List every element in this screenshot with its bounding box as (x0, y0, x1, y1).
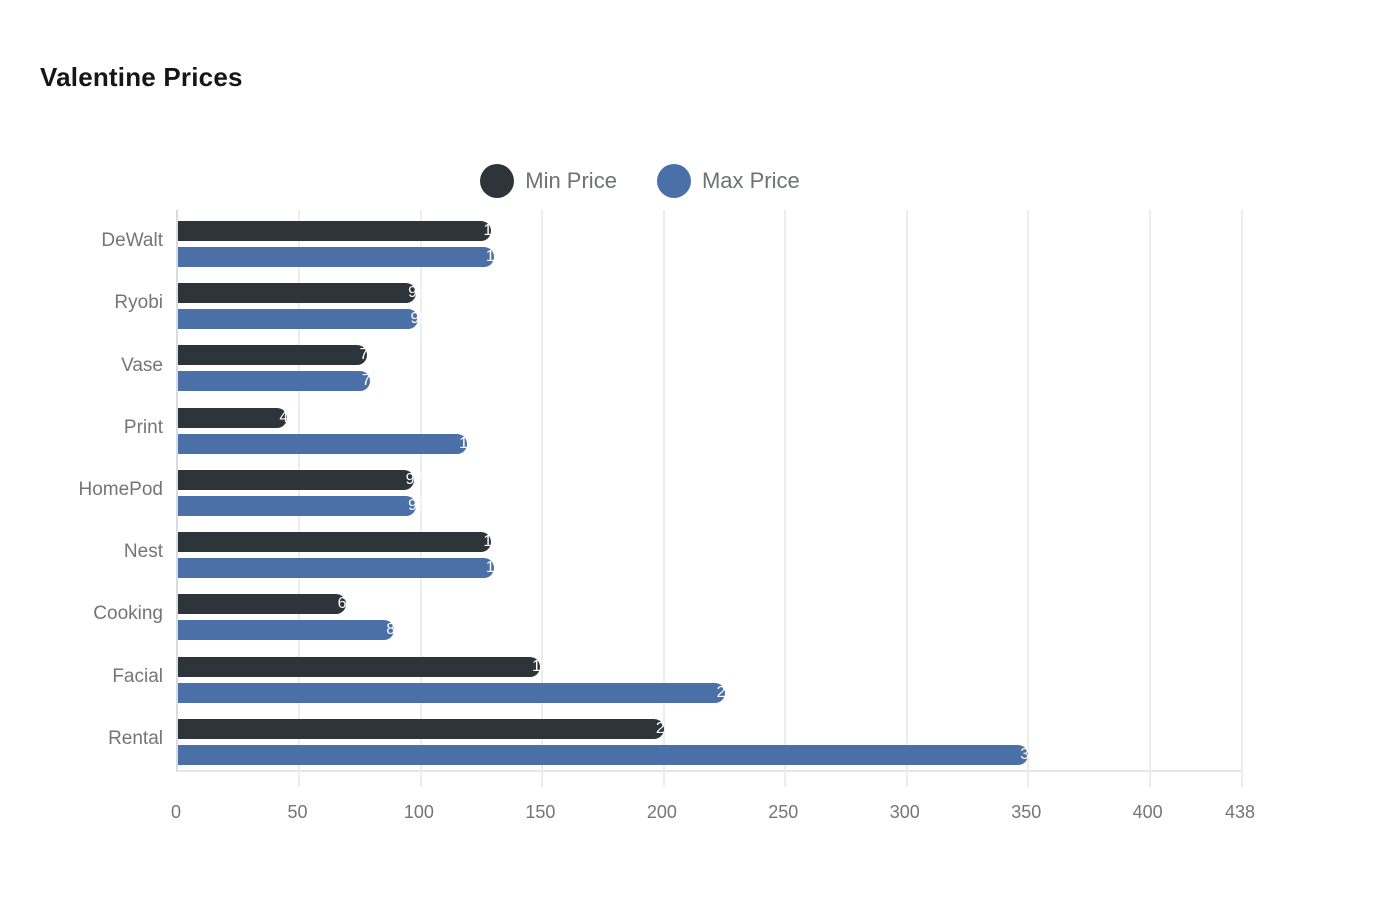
gridline-x-350 (1027, 210, 1030, 787)
bar-value-label: 99 (410, 310, 429, 328)
y-axis-label-facial: Facial (112, 665, 163, 687)
min-price-bar-print: 45 (178, 407, 297, 428)
plot-area: 129 130 98 99 78 79 45 119 97 98 129 130 69 89 149 225 2… (176, 210, 1243, 787)
bar-row-rental: 200 350 (178, 708, 1242, 770)
max-price-bar-print: 119 (178, 433, 485, 454)
min-price-bar-cooking: 69 (178, 594, 355, 615)
max-price-bar-homepod: 98 (178, 495, 426, 516)
x-axis-labels: 0 50 100 150 200 250 300 350 400 438 (171, 802, 1255, 828)
max-price-bar-facial: 225 (178, 682, 743, 703)
y-axis-label-cooking: Cooking (93, 603, 163, 625)
y-axis-label-print: Print (123, 416, 163, 438)
bar-value-label: 89 (386, 621, 404, 639)
y-axis-label-rental: Rental (108, 727, 163, 749)
x-axis-tick-50: 50 (287, 802, 308, 822)
bar-value-label: 225 (716, 683, 744, 701)
max-price-bar-rental: 350 (178, 744, 1047, 765)
bar-row-vase: 78 79 (178, 334, 1242, 396)
x-axis-tick-250: 250 (768, 802, 799, 822)
bar-value-label: 129 (483, 222, 511, 239)
max-price-bar-nest: 130 (178, 558, 513, 579)
legend-swatch-icon (656, 164, 691, 198)
legend: Min Price Max Price (0, 161, 1280, 201)
y-axis-labels: DeWalt Ryobi Vase Print HomePod Nest Cooking Fa… (0, 210, 164, 770)
bar-row-print: 45 119 (178, 397, 1242, 459)
bar-row-cooking: 69 89 (178, 583, 1242, 645)
y-axis-label-vase: Vase (121, 354, 163, 376)
bar-value-label: 69 (337, 595, 356, 613)
bar-value-label: 79 (361, 372, 380, 390)
gridline-x-150 (541, 210, 544, 787)
min-price-bar-ryobi: 98 (178, 283, 426, 304)
y-axis-label-homepod: HomePod (78, 478, 164, 500)
bar-value-label: 119 (459, 434, 485, 452)
bar-value-label: 200 (655, 719, 683, 737)
x-axis-tick-400: 400 (1132, 802, 1163, 822)
legend-swatch-icon (480, 164, 515, 198)
x-axis-tick-200: 200 (646, 802, 677, 822)
y-axis-label-nest: Nest (123, 541, 163, 563)
gridline-x-200 (662, 210, 665, 787)
gridline-x-100 (419, 210, 422, 787)
min-price-bar-facial: 149 (178, 656, 559, 677)
gridline-x-438 (1241, 210, 1243, 787)
bar-row-dewalt: 129 130 (178, 210, 1242, 272)
legend-item-max-price[interactable]: Max Price (656, 164, 800, 198)
bar-value-label: 78 (359, 346, 378, 364)
gridline-x-250 (784, 210, 787, 787)
bar-row-facial: 149 225 (178, 646, 1242, 708)
bar-value-label: 129 (483, 533, 511, 551)
bar-value-label: 45 (279, 408, 298, 426)
bar-row-ryobi: 98 99 (178, 272, 1242, 334)
min-price-bar-rental: 200 (178, 718, 683, 739)
legend-label: Min Price (525, 168, 617, 193)
x-axis-tick-100: 100 (403, 802, 434, 822)
x-axis-tick-300: 300 (889, 802, 920, 822)
min-price-bar-vase: 78 (178, 345, 377, 366)
legend-label: Max Price (701, 168, 800, 193)
max-price-bar-dewalt: 130 (178, 247, 513, 267)
bar-value-label: 130 (485, 248, 513, 265)
bar-row-homepod: 97 98 (178, 459, 1242, 521)
min-price-bar-dewalt: 129 (178, 221, 510, 241)
gridline-x-400 (1148, 210, 1151, 787)
max-price-bar-cooking: 89 (178, 620, 404, 641)
max-price-bar-vase: 79 (178, 371, 380, 392)
x-axis-tick-150: 150 (525, 802, 556, 822)
min-price-bar-nest: 129 (178, 532, 510, 553)
x-axis-tick-350: 350 (1011, 802, 1042, 822)
x-axis-tick-0: 0 (170, 802, 182, 822)
legend-item-min-price[interactable]: Min Price (480, 164, 617, 198)
bar-value-label: 130 (485, 559, 513, 577)
bar-value-label: 350 (1020, 745, 1047, 763)
gridline-x-300 (905, 210, 908, 787)
chart-title: Valentine Prices (40, 62, 243, 92)
y-axis-label-dewalt: DeWalt (101, 230, 163, 252)
bar-value-label: 149 (531, 657, 559, 675)
min-price-bar-homepod: 97 (178, 469, 423, 490)
bar-value-label: 98 (408, 284, 426, 302)
bar-row-nest: 129 130 (178, 521, 1242, 583)
bar-value-label: 97 (405, 470, 424, 488)
max-price-bar-ryobi: 99 (178, 309, 428, 330)
y-axis-label-ryobi: Ryobi (114, 292, 163, 314)
bar-value-label: 98 (408, 496, 426, 514)
x-axis-tick-438: 438 (1224, 802, 1256, 822)
